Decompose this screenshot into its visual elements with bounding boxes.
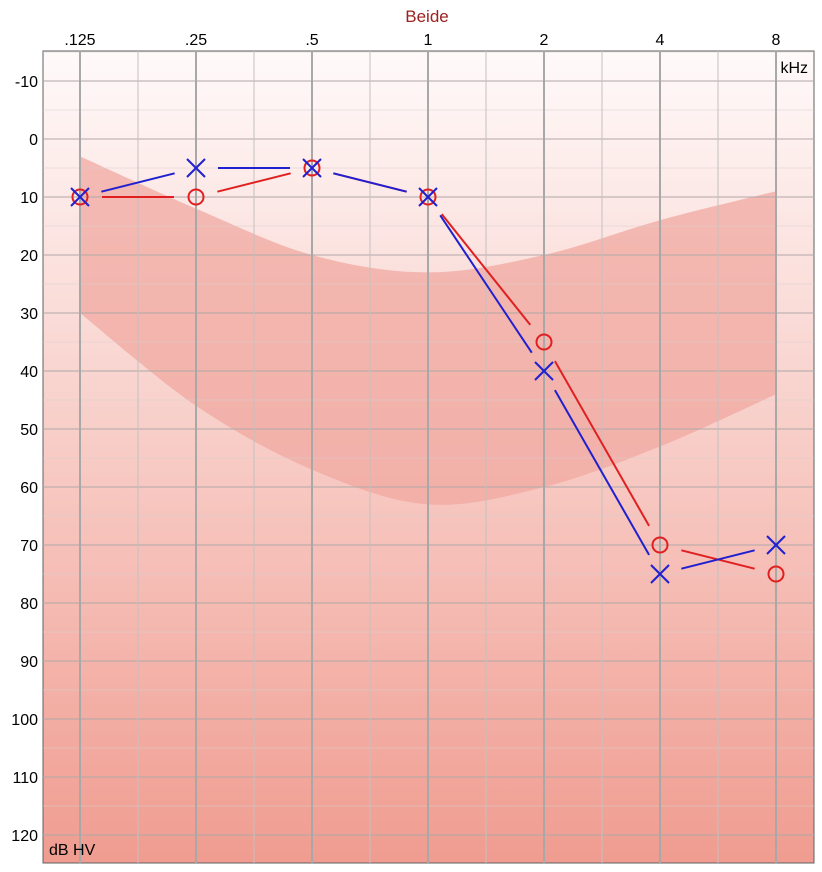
cross-stroke [766,535,786,555]
series-line-segment [217,172,291,193]
y-tick-label: 100 [11,712,38,729]
y-tick-label: 60 [20,480,38,497]
y-tick-label: 120 [11,828,38,845]
x-tick-label: .5 [305,32,318,49]
series-line-segment [101,172,175,193]
y-tick-label: 110 [12,770,38,787]
x-unit-label: kHz [780,60,808,77]
labels: Beide kHz dB HV .125 .25 .5 1 2 4 8 -10 0 10 20 30 4… [11,7,808,859]
y-tick-label: 50 [20,422,38,439]
series-cross [70,158,786,584]
y-tick-label: 10 [20,190,38,207]
y-tick-label: 90 [20,654,38,671]
x-tick-label: 1 [424,32,433,49]
data-point-circle [303,159,321,177]
data-point-cross [418,187,438,207]
data-point-circle [71,188,89,206]
y-tick-label: -10 [15,74,38,91]
data-point-circle [419,188,437,206]
series-line-segment [681,549,755,570]
y-tick-label: 40 [20,364,38,381]
data-point-circle [767,565,785,583]
y-tick-label: 70 [20,538,38,555]
cross-stroke [650,564,670,584]
series-line-segment [554,360,650,527]
data-point-cross [534,361,554,381]
data-point-circle [651,536,669,554]
x-tick-label: .25 [185,32,207,49]
chart-title: Beide [405,7,448,26]
data-point-cross [70,187,90,207]
y-tick-label: 20 [20,248,38,265]
y-tick-label: 0 [29,132,38,149]
y-tick-label: 30 [20,306,38,323]
cross-stroke [70,187,90,207]
y-unit-label: dB HV [49,842,96,859]
x-tick-label: 8 [772,32,781,49]
data-point-cross [186,158,206,178]
series-line-segment [440,213,532,326]
y-tick-label: 80 [20,596,38,613]
cross-stroke [418,187,438,207]
cross-stroke [534,361,554,381]
data-point-circle [535,333,553,351]
series-line-segment [439,214,533,354]
x-tick-label: .125 [64,32,95,49]
data-point-cross [302,158,322,178]
x-tick-label: 4 [656,32,665,49]
series-layer [70,158,786,584]
series-line-segment [333,172,407,193]
x-tick-label: 2 [540,32,549,49]
data-point-circle [187,188,205,206]
cross-stroke [186,158,206,178]
cross-stroke [302,158,322,178]
data-point-cross [766,535,786,555]
series-line-segment [554,389,650,556]
data-point-cross [650,564,670,584]
